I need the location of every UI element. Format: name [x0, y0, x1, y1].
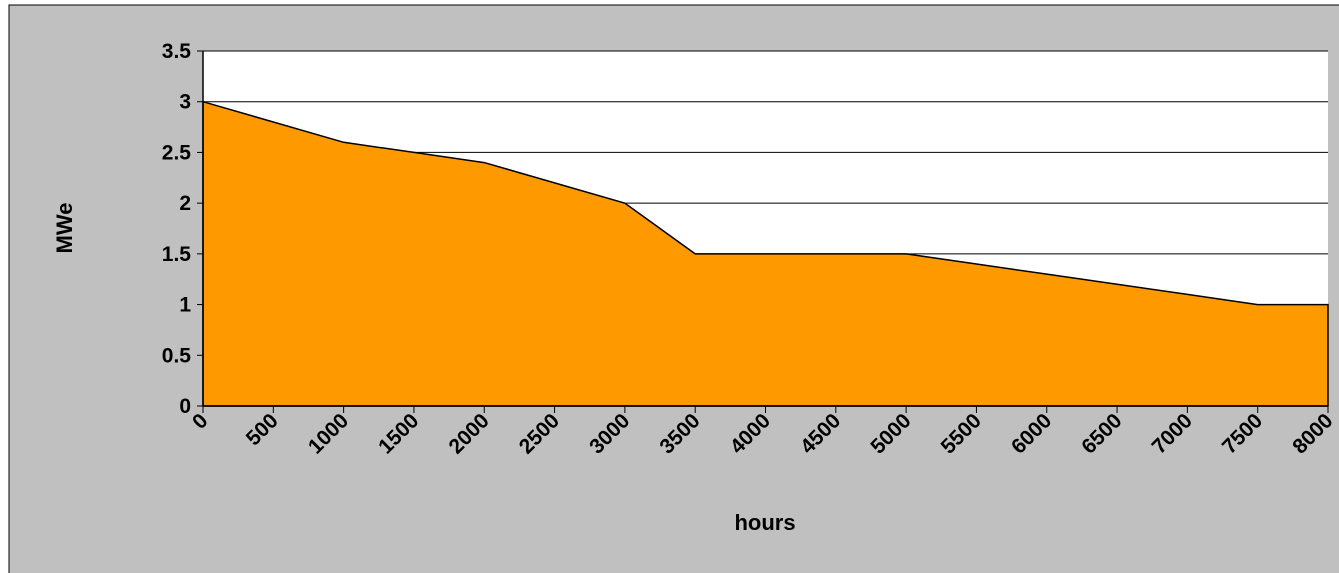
y-tick-label: 1 — [179, 294, 191, 317]
y-tick-label: 3.5 — [162, 40, 192, 63]
y-tick-label: 2.5 — [162, 141, 192, 164]
y-tick-label: 3 — [179, 91, 191, 114]
y-tick-label: 0.5 — [162, 344, 192, 367]
area — [202, 100, 1329, 407]
x-axis-label: hours — [734, 510, 795, 535]
y-axis-label: MWe — [52, 203, 77, 254]
y-tick-label: 0 — [179, 395, 191, 418]
y-tick-label: 2 — [179, 192, 191, 215]
y-tick-label: 1.5 — [162, 243, 192, 266]
